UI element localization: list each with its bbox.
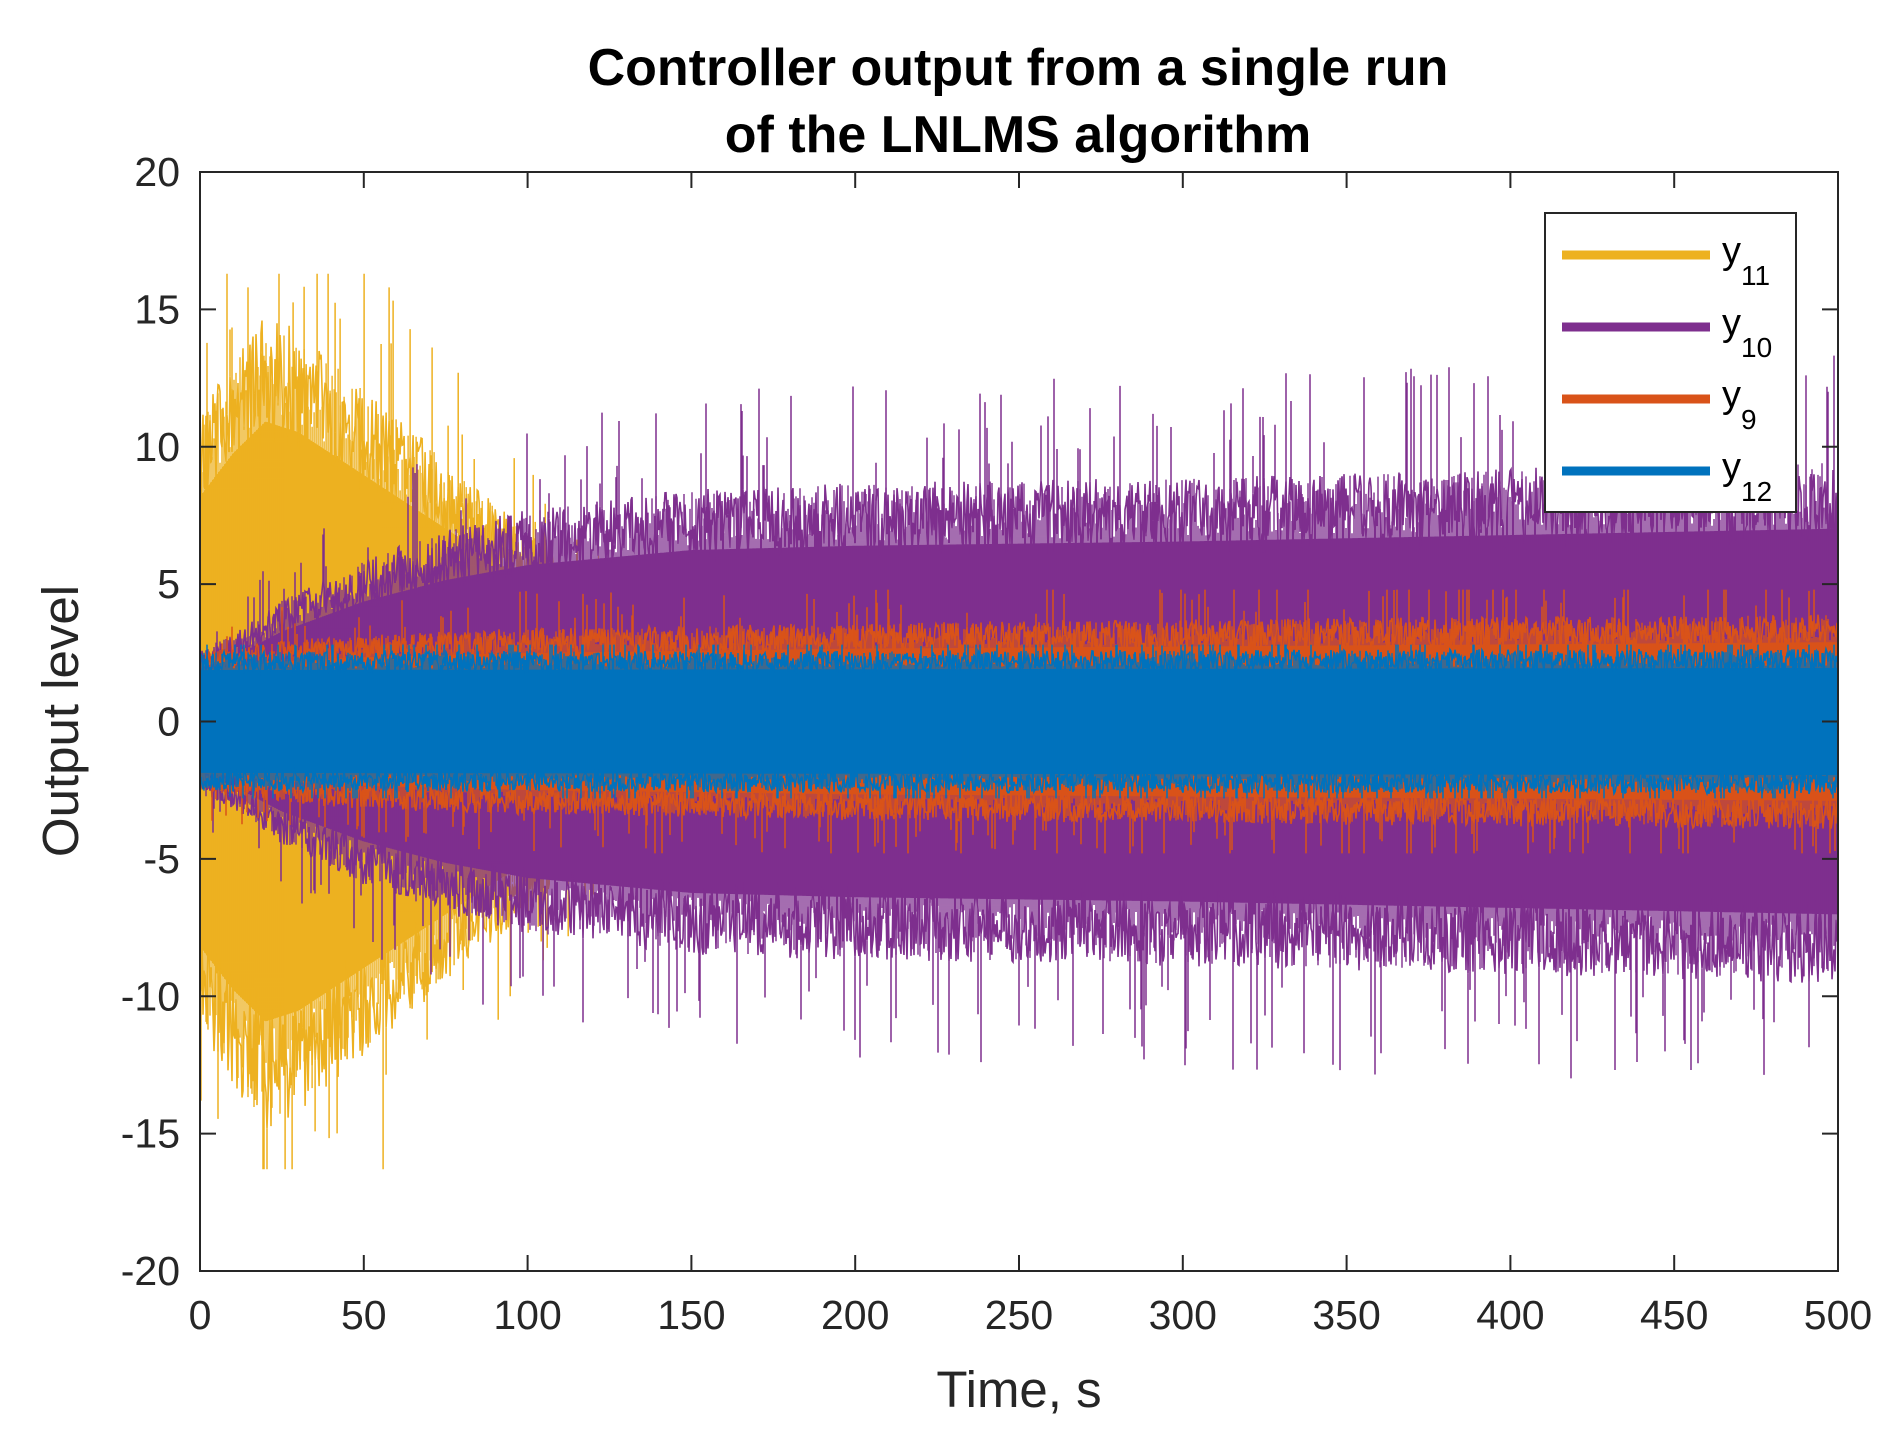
x-tick-label: 150 bbox=[657, 1292, 725, 1338]
y-tick-label: -10 bbox=[121, 973, 180, 1019]
y-axis-label: Output level bbox=[32, 585, 89, 857]
y-tick-label: 15 bbox=[134, 286, 180, 332]
y-tick-labels: 20 15 10 5 0 -5 -10 -15 -20 bbox=[121, 149, 180, 1294]
legend: y11 y10 y9 y12 bbox=[1544, 212, 1797, 513]
series-y9-spikes bbox=[211, 589, 1836, 854]
x-axis-label: Time, s bbox=[936, 1361, 1101, 1418]
chart-title-line-2: of the LNLMS algorithm bbox=[725, 106, 1311, 164]
legend-label: y11 bbox=[1722, 230, 1770, 291]
x-tick-label: 350 bbox=[1312, 1292, 1380, 1338]
series-y12-upper-trace bbox=[199, 646, 1839, 677]
x-tick-label: 450 bbox=[1640, 1292, 1708, 1338]
series-y9-lower-trace bbox=[199, 768, 1839, 830]
x-tick-label: 500 bbox=[1804, 1292, 1872, 1338]
series-y9-upper-trace bbox=[199, 614, 1839, 671]
chart-title-line-1: Controller output from a single run bbox=[588, 39, 1449, 97]
y-tick-label: 20 bbox=[134, 149, 180, 195]
legend-label: y9 bbox=[1722, 374, 1757, 435]
legend-label: y10 bbox=[1722, 302, 1772, 363]
series-y10-spikes bbox=[212, 355, 1835, 1079]
y-tick-label: 0 bbox=[157, 699, 180, 745]
legend-entry-y12: y12 bbox=[1562, 446, 1772, 507]
x-tick-label: 300 bbox=[1149, 1292, 1217, 1338]
y-tick-label: 5 bbox=[157, 561, 180, 607]
legend-entry-y10: y10 bbox=[1562, 302, 1772, 363]
x-tick-label: 100 bbox=[493, 1292, 561, 1338]
x-tick-label: 200 bbox=[821, 1292, 889, 1338]
legend-label: y12 bbox=[1722, 446, 1772, 507]
series-y12 bbox=[199, 644, 1839, 799]
x-tick-label: 250 bbox=[985, 1292, 1053, 1338]
y-tick-label: -15 bbox=[121, 1111, 180, 1157]
x-tick-label: 0 bbox=[189, 1292, 212, 1338]
series-layer bbox=[199, 273, 1839, 1170]
x-tick-label: 50 bbox=[341, 1292, 387, 1338]
series-y12-lower-trace bbox=[199, 766, 1839, 797]
legend-box bbox=[1544, 212, 1797, 513]
x-tick-labels: 0 50 100 150 200 250 300 350 400 450 500 bbox=[189, 1292, 1873, 1338]
y-tick-label: -5 bbox=[144, 836, 180, 882]
legend-entry-y9: y9 bbox=[1562, 374, 1757, 435]
legend-entry-y11: y11 bbox=[1562, 230, 1770, 291]
y-tick-label: -20 bbox=[121, 1248, 180, 1294]
axes-box bbox=[199, 171, 1839, 1272]
x-tick-label: 400 bbox=[1476, 1292, 1544, 1338]
y-tick-label: 10 bbox=[134, 424, 180, 470]
